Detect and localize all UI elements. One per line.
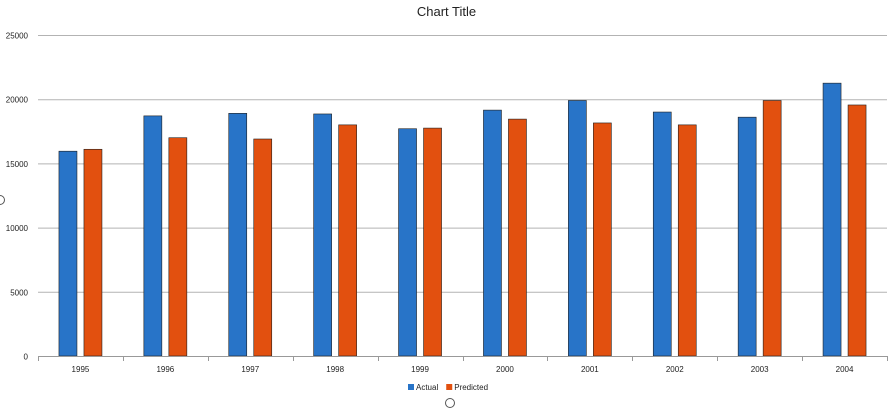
legend-swatch [408, 384, 414, 390]
x-tick-label: 2002 [666, 365, 684, 374]
gridlines [38, 35, 887, 293]
bar-predicted [83, 148, 103, 357]
x-tick-label: 2000 [496, 365, 514, 374]
bar-actual [143, 115, 163, 357]
legend-swatch [446, 384, 453, 390]
bar-actual [398, 128, 417, 357]
bar-actual [568, 100, 587, 357]
x-tick-label: 1995 [72, 365, 90, 374]
x-tick-label: 2003 [751, 365, 769, 374]
bar-predicted [593, 122, 612, 357]
bar-predicted [168, 137, 188, 357]
bar-actual [737, 116, 757, 357]
bar-actual [652, 111, 672, 357]
x-tick-label: 2001 [581, 365, 599, 374]
bar-predicted [338, 124, 357, 357]
legend: Actual Predicted [408, 383, 488, 392]
x-tick-label: 1997 [241, 365, 259, 374]
y-tick-label: 0 [24, 353, 29, 362]
bar-predicted [508, 118, 527, 357]
legend-label: Actual [416, 383, 438, 392]
bar-actual [313, 113, 332, 357]
bar-predicted [253, 138, 273, 357]
resize-handle-bottom[interactable] [445, 398, 455, 408]
bar-predicted [847, 104, 867, 357]
y-tick-label: 10000 [6, 224, 29, 233]
bar-actual [822, 82, 842, 357]
bar-actual [58, 150, 78, 357]
bar-predicted [423, 127, 442, 357]
x-tick-label: 1996 [156, 365, 174, 374]
x-tick-label: 1999 [411, 365, 429, 374]
bar-predicted [677, 124, 697, 357]
bar-actual [483, 109, 502, 357]
bars [58, 82, 867, 357]
x-tick-label: 2004 [836, 365, 854, 374]
bar-predicted [762, 100, 782, 357]
y-tick-label: 20000 [6, 96, 29, 105]
y-tick-label: 25000 [6, 32, 29, 41]
axes: 0 5000 10000 15000 20000 25000 1995 1996 1997 199… [6, 32, 888, 374]
bar-actual [228, 113, 248, 357]
x-tick-label: 1998 [326, 365, 344, 374]
chart-title: Chart Title [416, 4, 477, 19]
y-tick-label: 15000 [6, 160, 29, 169]
y-tick-label: 5000 [10, 288, 28, 297]
legend-label: Predicted [454, 383, 488, 392]
